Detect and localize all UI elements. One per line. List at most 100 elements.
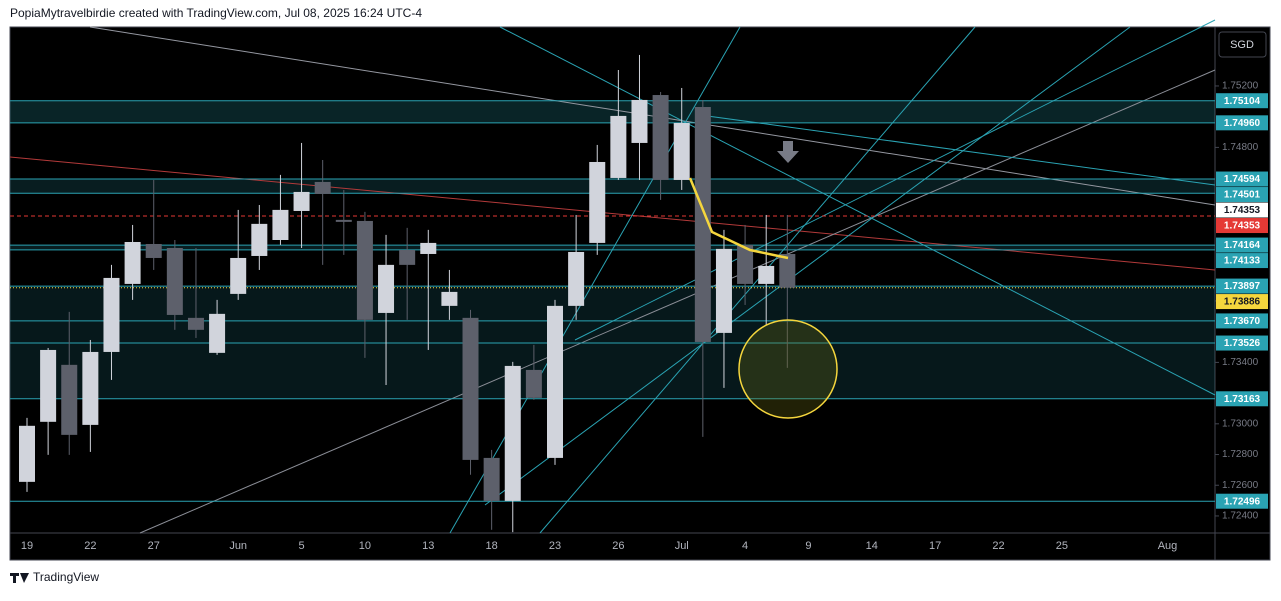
y-tick-label: 1.74800 bbox=[1222, 142, 1259, 153]
x-tick-label: 17 bbox=[929, 540, 941, 552]
candle-body bbox=[187, 317, 204, 330]
price-label-bg bbox=[1216, 278, 1268, 294]
candle-body bbox=[525, 369, 542, 398]
y-tick-label: 1.73400 bbox=[1222, 357, 1259, 368]
trend-line bbox=[539, 26, 976, 534]
candle-body bbox=[652, 95, 669, 180]
x-tick-label: 27 bbox=[148, 540, 160, 552]
x-tick-label: 22 bbox=[992, 540, 1004, 552]
currency-box[interactable] bbox=[1218, 31, 1267, 58]
candle-body bbox=[399, 249, 416, 265]
indicator-line bbox=[688, 177, 789, 260]
x-tick-label: 25 bbox=[1056, 540, 1068, 552]
trend-lines bbox=[9, 19, 1216, 534]
trend-line bbox=[499, 26, 1216, 396]
price-label: 1.74960 bbox=[1224, 118, 1261, 129]
x-tick-label: Aug bbox=[1158, 540, 1178, 552]
price-label-bg bbox=[1216, 115, 1268, 131]
candles bbox=[19, 54, 796, 533]
price-label: 1.74501 bbox=[1224, 190, 1261, 201]
candle-body bbox=[356, 220, 373, 320]
price-label: 1.73526 bbox=[1224, 338, 1261, 349]
y-tick-label: 1.72600 bbox=[1222, 480, 1259, 491]
x-tick-label: 23 bbox=[549, 540, 561, 552]
trend-line bbox=[89, 26, 1216, 206]
candle-body bbox=[335, 219, 352, 222]
x-tick-label: Jul bbox=[675, 540, 689, 552]
candle-body bbox=[462, 317, 479, 460]
price-label-bg bbox=[1216, 294, 1268, 310]
price-label: 1.74164 bbox=[1224, 240, 1261, 251]
candle-body bbox=[673, 122, 690, 180]
trend-line bbox=[449, 26, 741, 534]
zone bbox=[10, 100, 1215, 123]
candle-body bbox=[737, 244, 754, 284]
zone bbox=[10, 245, 1215, 250]
candle-body bbox=[19, 425, 35, 482]
candle-body bbox=[589, 161, 606, 243]
candle-body bbox=[103, 277, 120, 352]
logo bbox=[10, 573, 29, 583]
price-label-bg bbox=[1216, 202, 1268, 218]
candle-body bbox=[758, 265, 775, 284]
trend-line bbox=[574, 19, 1216, 341]
x-tick-label: 9 bbox=[805, 540, 811, 552]
candle-body bbox=[209, 313, 226, 353]
price-label: 1.74133 bbox=[1224, 256, 1261, 267]
x-tick-label: 4 bbox=[742, 540, 748, 552]
price-label: 1.74594 bbox=[1224, 174, 1261, 185]
trend-line bbox=[484, 26, 1131, 506]
candle-body bbox=[547, 305, 563, 458]
price-label: 1.73897 bbox=[1224, 281, 1261, 292]
price-label-bg bbox=[1216, 171, 1268, 187]
price-label: 1.74353 bbox=[1224, 221, 1261, 232]
candle-body bbox=[145, 243, 162, 258]
y-tick-label: 1.72800 bbox=[1222, 449, 1259, 460]
candle-body bbox=[715, 248, 732, 333]
price-label-bg bbox=[1216, 493, 1268, 509]
x-tick-label: 26 bbox=[612, 540, 624, 552]
candle-body bbox=[230, 257, 247, 294]
price-label: 1.73163 bbox=[1224, 394, 1261, 405]
candle-body bbox=[420, 242, 437, 254]
price-label-bg bbox=[1216, 218, 1268, 234]
candle-body bbox=[378, 264, 395, 313]
price-label: 1.75104 bbox=[1224, 96, 1261, 107]
candle-body bbox=[779, 253, 796, 288]
x-tick-label: 22 bbox=[84, 540, 96, 552]
candle-body bbox=[694, 107, 711, 342]
footer: TradingView bbox=[33, 570, 99, 584]
x-tick-label: 5 bbox=[298, 540, 304, 552]
y-tick-label: 1.73000 bbox=[1222, 418, 1259, 429]
candle-body bbox=[251, 223, 268, 256]
trend-line bbox=[9, 156, 1216, 271]
price-label: 1.74353 bbox=[1224, 205, 1261, 216]
x-tick-label: 19 bbox=[21, 540, 33, 552]
trend-line bbox=[699, 114, 1216, 186]
x-tick-label: 18 bbox=[486, 540, 498, 552]
price-label: 1.73886 bbox=[1224, 297, 1261, 308]
candle-body bbox=[610, 115, 627, 178]
currency: SGD bbox=[1230, 39, 1254, 51]
candle-body bbox=[568, 251, 585, 306]
candle-body bbox=[40, 349, 57, 422]
candle-body bbox=[504, 365, 521, 501]
x-tick-label: 14 bbox=[866, 540, 878, 552]
candle-body bbox=[631, 99, 648, 143]
price-label: 1.72496 bbox=[1224, 496, 1261, 507]
candle-body bbox=[272, 209, 289, 240]
x-tick-label: Jun bbox=[229, 540, 247, 552]
candle-body bbox=[124, 241, 141, 284]
price-label-bg bbox=[1216, 313, 1268, 329]
candle-body bbox=[441, 291, 458, 306]
trend-line bbox=[139, 69, 1216, 534]
header: PopiaMytravelbirdie created with Trading… bbox=[10, 6, 422, 20]
zones bbox=[10, 100, 1215, 399]
candle-body bbox=[166, 247, 183, 315]
price-label-bg bbox=[1216, 93, 1268, 109]
price-axis: 1.752001.748001.738001.734001.730001.728… bbox=[1215, 81, 1268, 522]
y-tick-label: 1.72400 bbox=[1222, 511, 1259, 522]
price-label-bg bbox=[1216, 253, 1268, 269]
